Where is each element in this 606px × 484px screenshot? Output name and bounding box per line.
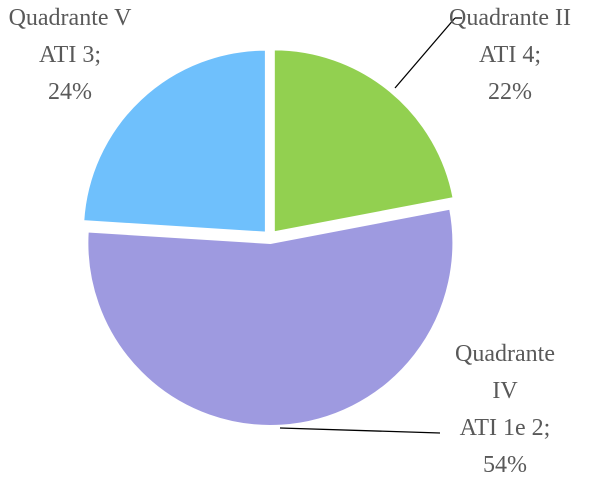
category-label: Quadrante II <box>449 5 571 31</box>
pie-slice <box>272 48 455 234</box>
category-label: Quadrante V <box>8 5 132 31</box>
data-label: Quadrante V ATI 3; 24% <box>5 0 135 111</box>
value-label: 22% <box>488 79 532 105</box>
value-label: 54% <box>483 452 527 478</box>
pie-slice <box>86 207 455 427</box>
detail-label: ATI 1e 2; <box>459 415 551 441</box>
category-label: Quadrante IV <box>455 341 555 404</box>
value-label: 24% <box>48 79 92 105</box>
detail-label: ATI 4; <box>479 42 541 68</box>
detail-label: ATI 3; <box>39 42 101 68</box>
leader-line <box>279 427 441 434</box>
leader-line <box>394 17 456 89</box>
pie-slice <box>82 48 267 234</box>
data-label: Quadrante IV ATI 1e 2; 54% <box>440 336 570 484</box>
data-label: Quadrante II ATI 4; 22% <box>445 0 575 111</box>
